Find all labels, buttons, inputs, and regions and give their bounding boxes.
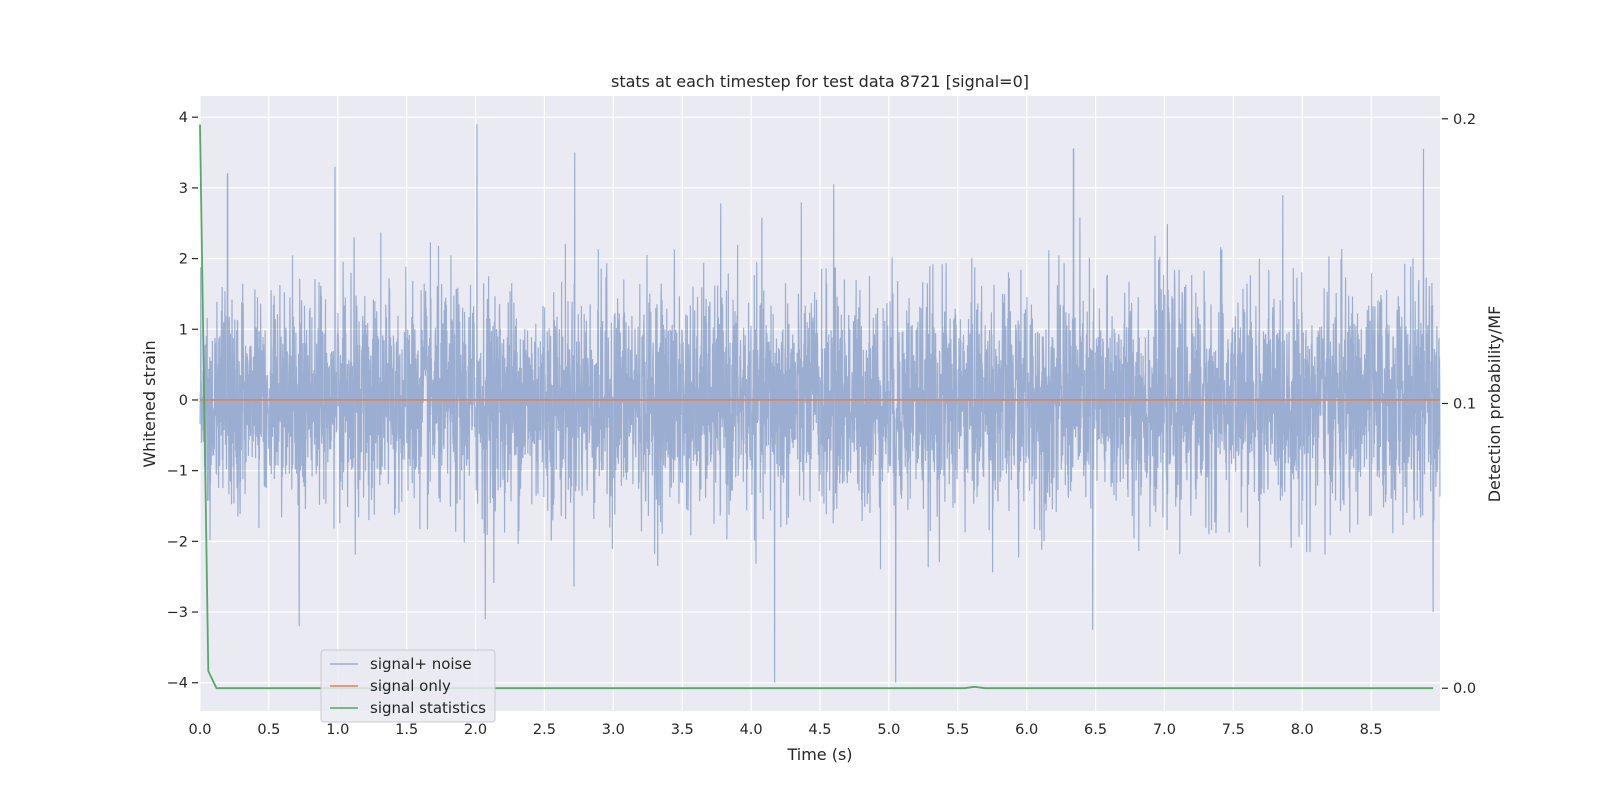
legend-entry-signal-statistics: signal statistics (370, 699, 486, 717)
y-tick-label: 1 (179, 322, 188, 338)
series-line-signal-noise (199, 124, 1441, 683)
series-signal-noise (199, 124, 1441, 683)
y-tick-label: −1 (167, 464, 188, 480)
y2-tick-label: 0.2 (1453, 112, 1476, 128)
legend: signal+ noise signal only signal statist… (320, 649, 496, 723)
x-tick-label: 4.0 (740, 722, 763, 738)
chart-title: stats at each timestep for test data 872… (611, 72, 1029, 91)
x-tick-label: 5.0 (877, 722, 900, 738)
x-tick-label: 0.5 (257, 722, 280, 738)
y-tick-label: −2 (167, 534, 188, 550)
y-tick-label: 3 (179, 181, 188, 197)
x-tick-label: 4.5 (808, 722, 831, 738)
x-tick-label: 3.5 (671, 722, 694, 738)
x-tick-label: 1.5 (395, 722, 418, 738)
y2-axis-label: Detection probability/MF (1485, 306, 1504, 503)
series-signal-statistics (199, 124, 1434, 690)
x-tick-label: 0.0 (188, 722, 211, 738)
y-tick-label: −4 (167, 676, 188, 692)
legend-box (320, 649, 496, 723)
y-tick-label: −3 (167, 605, 188, 621)
y-tick-label: 0 (179, 393, 188, 409)
y2-tick-label: 0.0 (1453, 681, 1476, 697)
x-tick-label: 7.5 (1222, 722, 1245, 738)
y-tick-label: 2 (179, 252, 188, 268)
legend-entry-signal-noise: signal+ noise (370, 655, 472, 673)
x-tick-label: 7.0 (1153, 722, 1176, 738)
x-axis-ticks: 0.0 0.5 1.0 1.5 2.0 2.5 3.0 3.5 4.0 4.5 5.0 5.5 6.0 6… (188, 722, 1382, 738)
x-tick-label: 1.0 (326, 722, 349, 738)
legend-entry-signal-only: signal only (370, 677, 451, 695)
x-tick-label: 2.0 (464, 722, 487, 738)
y2-axis-ticks: 0.2 0.1 0.0 (1442, 112, 1476, 697)
x-axis-label: Time (s) (786, 745, 852, 764)
y-axis-ticks: 4 3 2 1 0 −1 −2 −3 −4 (167, 110, 198, 692)
x-tick-label: 8.5 (1360, 722, 1383, 738)
x-tick-label: 5.5 (946, 722, 969, 738)
x-tick-label: 8.0 (1291, 722, 1314, 738)
y-tick-label: 4 (179, 110, 188, 126)
y-axis-label: Whitened strain (140, 340, 159, 467)
x-tick-label: 3.0 (602, 722, 625, 738)
x-tick-label: 2.5 (533, 722, 556, 738)
series-line-signal-statistics (199, 124, 1434, 690)
x-tick-label: 6.0 (1015, 722, 1038, 738)
x-tick-label: 6.5 (1084, 722, 1107, 738)
y2-tick-label: 0.1 (1453, 397, 1476, 413)
